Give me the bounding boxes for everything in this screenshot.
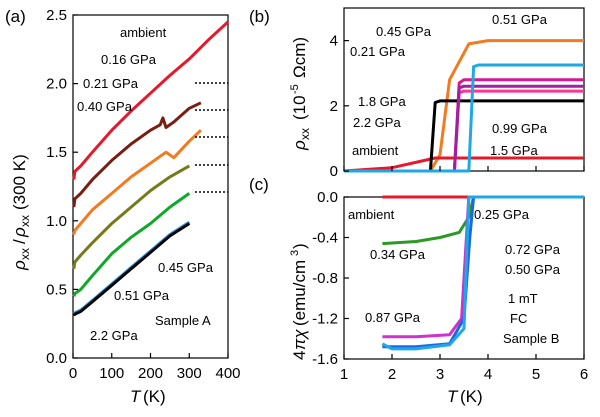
panel-c: (c) 0.0 -0.4 -0.8 -1.2 -1.61 2 3 4 5 6 ambient 0.…: [249, 175, 588, 406]
svg-text:Ωcm): Ωcm): [290, 37, 309, 78]
svg-text:-5: -5: [289, 84, 301, 94]
y-tick-label-a-ticks-3: 1.5: [46, 144, 67, 161]
label-0-34-gpa-c: 0.34 GPa: [370, 247, 426, 262]
x-tick-label-c-ticks-3: 4: [484, 366, 492, 383]
svg-text:/: /: [10, 239, 29, 244]
y-tick-label-b-ticks-2: 4: [330, 33, 338, 50]
svg-text:πχ: πχ: [290, 329, 309, 350]
y-tick-label-c-ticks-1: -0.4: [312, 230, 338, 247]
series-line-a-series-6: [72, 222, 191, 317]
panel-c-xlabel-unit: (K): [460, 387, 483, 406]
x-tick-label-a-ticks-4: 400: [215, 365, 240, 382]
svg-text:xx: xx: [18, 215, 32, 227]
series-line-b-series-6: [344, 63, 584, 173]
y-tick-label-b-ticks-0: 0: [330, 163, 338, 180]
series-line-b-series-3: [344, 99, 584, 173]
y-tick-label-c-ticks-3: -1.2: [312, 311, 338, 328]
panel-c-ticks: 0.0 -0.4 -0.8 -1.2 -1.61 2 3 4 5 6: [312, 189, 588, 383]
panel-a-xlabel-unit: (K): [143, 387, 166, 406]
panel-b-ticks: 0 2 4: [330, 33, 585, 180]
label-0-51-gpa-b: 0.51 GPa: [492, 12, 548, 27]
x-tick-label-a-ticks-3: 300: [177, 365, 202, 382]
label-ambient-b: ambient: [352, 143, 399, 158]
label-1-8-gpa-b: 1.8 GPa: [358, 94, 406, 109]
label-0-16-gpa: 0.16 GPa: [101, 52, 157, 67]
label-2-2-gpa: 2.2 GPa: [90, 328, 138, 343]
series-line-a-series-1: [72, 101, 202, 208]
svg-text:ρ: ρ: [10, 260, 29, 271]
x-tick-label-a-ticks-2: 200: [138, 365, 163, 382]
x-tick-label-a-ticks-0: 0: [69, 365, 77, 382]
panel-a-ylabel: ρ xx / ρ xx (300 K): [10, 154, 32, 271]
svg-text:xx: xx: [298, 128, 312, 140]
label-0-40-gpa: 0.40 GPa: [77, 99, 133, 114]
series-line-a-series-2: [72, 129, 202, 235]
label-0-50-gpa-c: 0.50 GPa: [505, 262, 561, 277]
y-tick-label-a-ticks-2: 1.0: [46, 213, 67, 230]
series-line-a-series-3: [72, 164, 191, 270]
series-line-c-series-4: [381, 195, 584, 351]
panel-b: (b) 0 2 4 0.45 GPa 0.51 GPa 0.21 GPa 1.8 G…: [249, 7, 585, 180]
svg-text:4: 4: [290, 351, 309, 360]
svg-text:ρ: ρ: [10, 227, 29, 238]
series-line-b-series-1: [343, 156, 584, 173]
y-tick-label-c-ticks-2: -0.8: [312, 270, 338, 287]
svg-text:xx: xx: [18, 248, 32, 260]
panel-c-series: [381, 195, 584, 351]
x-tick-label-c-ticks-2: 3: [436, 366, 444, 383]
series-line-a-series-0: [72, 20, 230, 180]
svg-text:(300 K): (300 K): [10, 154, 29, 210]
panel-a-label: (a): [5, 7, 26, 26]
panel-b-series: [343, 39, 584, 173]
label-0-72-gpa-c: 0.72 GPa: [505, 242, 561, 257]
y-tick-label-b-ticks-1: 2: [330, 98, 338, 115]
label-0-45-gpa: 0.45 GPa: [158, 260, 214, 275]
label-0-25-gpa-c: 0.25 GPa: [474, 207, 530, 222]
label-0-99-gpa-b: 0.99 GPa: [492, 121, 548, 136]
panel-a-series: [72, 20, 230, 317]
label-0-87-gpa-c: 0.87 GPa: [365, 310, 421, 325]
y-tick-label-a-ticks-0: 0.0: [46, 350, 67, 367]
svg-text:3: 3: [289, 250, 301, 256]
y-tick-label-c-ticks-0: 0.0: [317, 189, 338, 206]
svg-text:): ): [290, 243, 309, 249]
panel-c-label: (c): [249, 175, 269, 194]
panel-b-label: (b): [249, 7, 270, 26]
note-1mt: 1 mT: [508, 291, 538, 306]
panel-b-ylabel: ρ xx (10 -5 Ωcm): [289, 37, 312, 151]
x-tick-label-c-ticks-4: 5: [532, 366, 540, 383]
panel-c-ylabel: 4 πχ (emu/cm 3 ): [289, 243, 309, 360]
y-tick-label-a-ticks-5: 2.5: [46, 7, 67, 24]
panel-c-xlabel: T: [447, 387, 459, 406]
note-sample-b: Sample B: [503, 331, 559, 346]
x-tick-label-c-ticks-5: 6: [580, 366, 588, 383]
label-0-21-gpa-b: 0.21 GPa: [350, 44, 406, 59]
sample-a-note: Sample A: [155, 313, 211, 328]
label-0-45-gpa-b: 0.45 GPa: [376, 24, 432, 39]
panel-a-xlabel: T: [130, 387, 142, 406]
y-tick-label-a-ticks-1: 0.5: [46, 281, 67, 298]
series-line-a-series-4: [72, 192, 191, 297]
label-1-5-gpa-b: 1.5 GPa: [490, 143, 538, 158]
x-tick-label-c-ticks-0: 1: [340, 366, 348, 383]
panel-a-ticks: 0.0 0.5 1.0 1.5 2.0 2.5 0 100 200 300 400: [46, 7, 240, 382]
label-ambient-c: ambient: [348, 207, 395, 222]
y-tick-label-a-ticks-4: 2.0: [46, 76, 67, 93]
svg-text:ρ: ρ: [290, 140, 309, 151]
svg-text:(10: (10: [290, 95, 309, 120]
svg-text:(emu/cm: (emu/cm: [290, 260, 309, 326]
y-tick-label-c-ticks-4: -1.6: [312, 351, 338, 368]
note-fc: FC: [510, 311, 527, 326]
x-tick-label-a-ticks-1: 100: [99, 365, 124, 382]
panel-a: (a) 0.0 0.5 1.0 1.5 2.0 2.5 0 100 200 300 400 ambi…: [5, 7, 241, 406]
x-tick-label-c-ticks-1: 2: [388, 366, 396, 383]
label-ambient: ambient: [120, 25, 167, 40]
label-0-21-gpa: 0.21 GPa: [83, 76, 139, 91]
label-0-51-gpa: 0.51 GPa: [114, 288, 170, 303]
label-2-2-gpa-b: 2.2 GPa: [353, 115, 401, 130]
